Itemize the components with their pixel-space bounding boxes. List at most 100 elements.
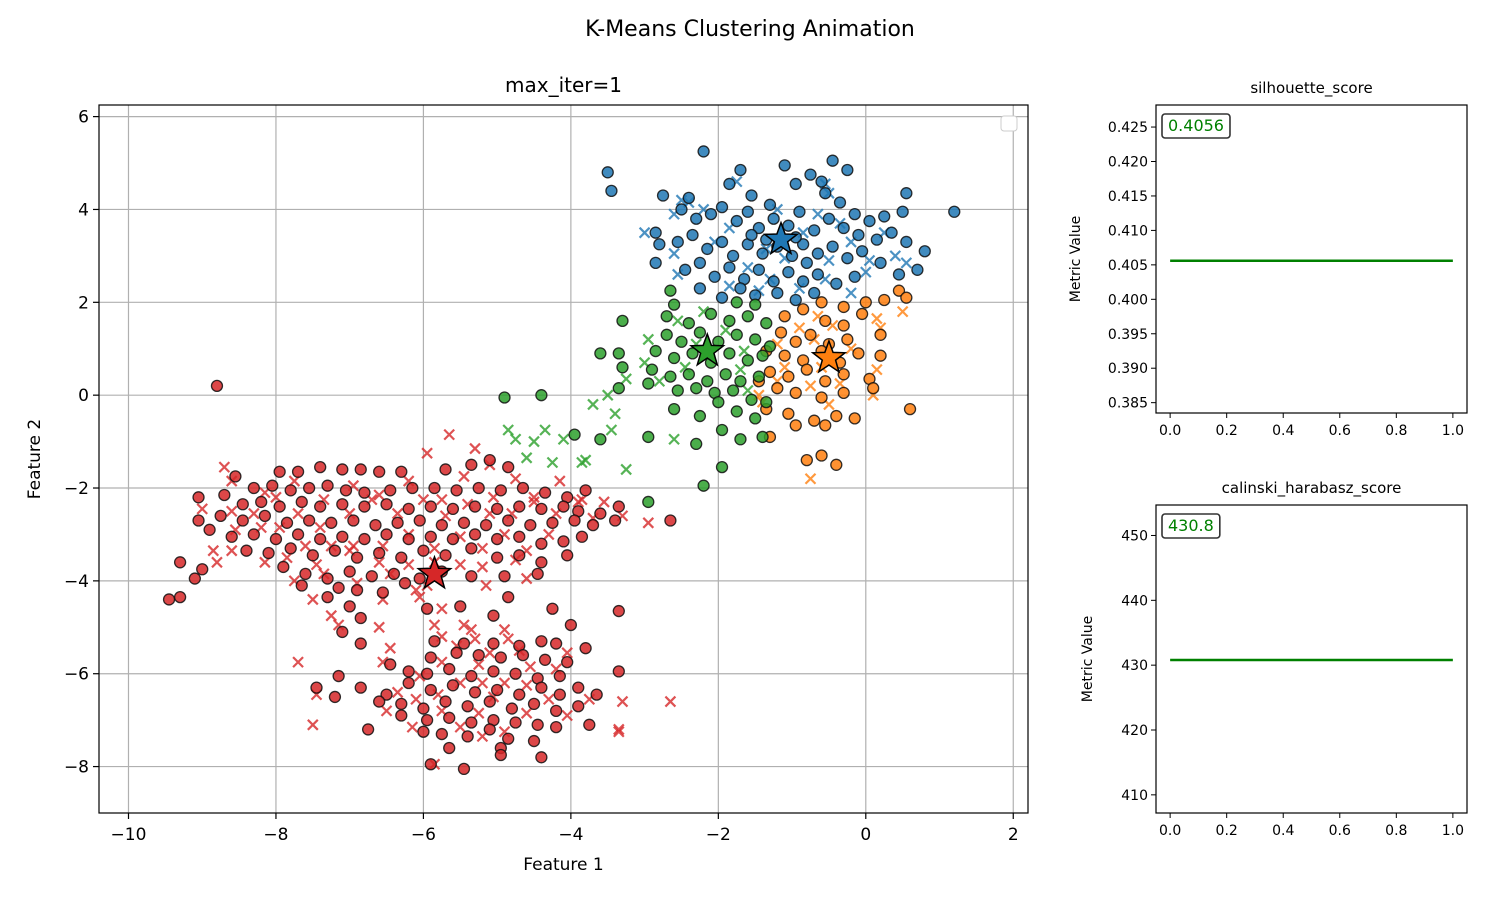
point-circle-marker [402,665,415,678]
point-cross-marker [472,658,485,671]
point-circle-marker [811,247,825,260]
point-circle-marker [726,249,740,263]
point-cross-marker [480,579,492,592]
point-cross-marker [498,623,511,636]
point-circle-marker [723,261,736,274]
point-cross-marker [572,496,585,508]
point-circle-marker [686,347,699,360]
centroid-star-marker [416,554,453,590]
point-cross-marker [812,208,824,220]
point-circle-marker [800,363,813,376]
point-circle-marker [675,335,688,348]
point-cross-marker [546,456,559,469]
point-circle-marker [527,734,541,748]
y-tick-label: 0.420 [1108,155,1148,171]
point-circle-marker [649,256,662,269]
point-cross-marker [292,656,304,668]
point-cross-marker [469,442,481,455]
point-circle-marker [321,479,334,492]
point-cross-marker [613,723,625,736]
point-cross-marker [373,621,385,634]
point-circle-marker [649,226,662,239]
point-circle-marker [608,514,622,527]
point-circle-marker [808,414,821,427]
point-cross-marker [299,540,312,552]
point-cross-marker [454,558,467,571]
point-circle-marker [656,189,670,202]
point-circle-marker [498,391,511,404]
point-circle-marker [771,382,784,395]
point-circle-marker [454,600,467,613]
point-circle-marker [373,465,386,478]
point-circle-marker [870,233,884,246]
point-circle-marker [395,709,408,722]
point-cross-marker [528,435,540,448]
point-circle-marker [874,328,887,341]
point-circle-marker [826,154,839,167]
point-circle-marker [579,642,592,655]
point-circle-marker [450,484,463,497]
point-circle-marker [361,723,375,736]
point-circle-marker [808,224,821,237]
x-tick-label: −6 [411,825,436,845]
point-circle-marker [535,537,548,550]
point-circle-marker [660,328,673,341]
point-circle-marker [782,265,795,279]
point-circle-marker [561,549,574,562]
point-cross-marker [428,542,441,555]
point-circle-marker [472,649,485,662]
point-circle-marker [538,653,552,666]
calinski-title: calinski_harabasz_score [1222,479,1402,498]
point-circle-marker [804,168,817,181]
point-circle-marker [284,542,297,555]
point-circle-marker [734,433,747,446]
calinski-y-axis-label: Metric Value [1080,616,1096,702]
point-circle-marker [225,530,238,543]
point-circle-marker [487,609,500,622]
point-circle-marker [487,665,500,678]
point-circle-marker [808,286,821,300]
point-circle-marker [306,549,319,562]
point-circle-marker [612,347,625,360]
point-circle-marker [693,282,707,295]
point-circle-marker [494,748,507,762]
figure-suptitle: K-Means Clustering Animation [585,17,915,42]
point-circle-marker [767,212,780,225]
point-circle-marker [855,307,869,321]
point-circle-marker [439,549,452,562]
point-circle-marker [435,519,448,532]
point-circle-marker [745,228,758,242]
point-circle-marker [800,454,813,467]
point-cross-marker [528,491,540,504]
point-circle-marker [395,697,408,711]
point-circle-marker [782,407,795,420]
point-circle-marker [387,567,401,581]
x-tick-label: −4 [558,825,583,845]
y-tick-label: 0.405 [1108,258,1148,274]
point-circle-marker [749,298,762,311]
point-circle-marker [420,667,434,680]
point-circle-marker [867,382,880,395]
point-circle-marker [686,228,699,242]
point-circle-marker [395,551,408,564]
point-circle-marker [457,637,471,650]
point-circle-marker [819,375,832,388]
point-circle-marker [715,423,729,437]
x-tick-label: −8 [263,825,288,845]
point-circle-marker [483,695,496,708]
point-cross-marker [476,561,489,573]
point-circle-marker [837,368,850,381]
point-circle-marker [413,572,426,585]
point-circle-marker [284,484,297,497]
point-circle-marker [443,741,456,755]
point-circle-marker [314,460,327,474]
point-circle-marker [236,498,249,511]
y-tick-label: −4 [64,572,89,592]
point-circle-marker [557,500,570,513]
point-circle-marker [594,433,607,446]
point-circle-marker [428,635,441,648]
scatter-y-axis-label: Feature 2 [25,419,45,499]
point-circle-marker [527,697,541,711]
point-circle-marker [502,590,515,604]
scatter-title: max_iter=1 [505,73,622,97]
